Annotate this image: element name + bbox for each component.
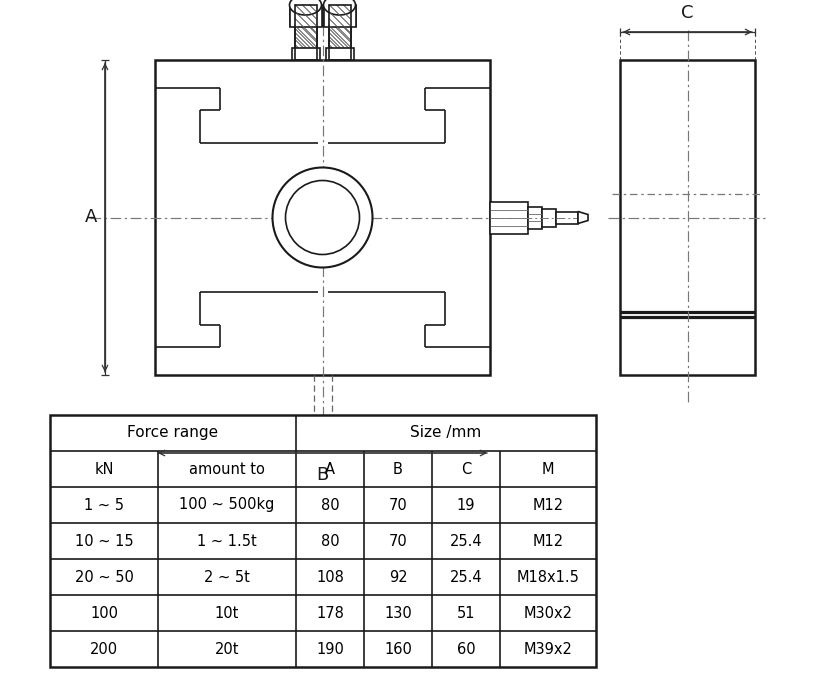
Text: 190: 190 [316, 641, 344, 657]
Bar [295, 5, 316, 60]
Circle shape [272, 167, 372, 267]
Text: M12: M12 [533, 533, 564, 549]
Bar [528, 207, 542, 229]
Text: B: B [316, 466, 329, 484]
Text: 80: 80 [321, 533, 339, 549]
Bar [50, 415, 596, 667]
Text: C: C [461, 462, 471, 477]
Bar [323, 5, 356, 28]
Bar [490, 202, 528, 234]
Text: Size /mm: Size /mm [410, 425, 482, 441]
Bar [290, 5, 321, 28]
Text: 20t: 20t [215, 641, 240, 657]
Text: B: B [393, 462, 403, 477]
Text: Force range: Force range [128, 425, 219, 441]
Text: 51: 51 [457, 605, 475, 620]
Text: 130: 130 [384, 605, 412, 620]
Circle shape [286, 180, 360, 254]
Text: 10t: 10t [215, 605, 239, 620]
Text: 108: 108 [316, 570, 344, 585]
Text: 2 ~ 5t: 2 ~ 5t [204, 570, 250, 585]
Text: M18x1.5: M18x1.5 [517, 570, 579, 585]
Text: 178: 178 [316, 605, 344, 620]
Text: M12: M12 [533, 497, 564, 512]
Bar [328, 5, 351, 60]
Text: 19: 19 [457, 497, 475, 512]
Text: 20 ~ 50: 20 ~ 50 [74, 570, 134, 585]
Bar [542, 209, 556, 227]
Bar [295, 5, 316, 60]
Polygon shape [578, 211, 588, 223]
Text: M39x2: M39x2 [524, 641, 573, 657]
Bar [291, 48, 320, 60]
Text: C: C [681, 4, 694, 22]
Text: 25.4: 25.4 [450, 570, 483, 585]
Text: M: M [542, 462, 554, 477]
Text: 92: 92 [388, 570, 407, 585]
Text: amount to: amount to [189, 462, 265, 477]
Text: A: A [85, 209, 97, 227]
Bar [328, 5, 351, 60]
Text: 80: 80 [321, 497, 339, 512]
Ellipse shape [323, 0, 356, 15]
Ellipse shape [290, 0, 321, 15]
Bar [620, 60, 755, 375]
Text: 70: 70 [388, 497, 407, 512]
Text: M30x2: M30x2 [524, 605, 573, 620]
Text: 25.4: 25.4 [450, 533, 483, 549]
Text: 100: 100 [90, 605, 118, 620]
Text: 100 ~ 500kg: 100 ~ 500kg [180, 497, 275, 512]
Bar [326, 48, 353, 60]
Text: 60: 60 [457, 641, 475, 657]
Text: A: A [325, 462, 335, 477]
Text: 70: 70 [388, 533, 407, 549]
Text: 1 ~ 5: 1 ~ 5 [84, 497, 124, 512]
Text: 160: 160 [384, 641, 412, 657]
Bar [556, 211, 578, 223]
Text: 200: 200 [90, 641, 118, 657]
Text: 1 ~ 1.5t: 1 ~ 1.5t [197, 533, 257, 549]
Text: 10 ~ 15: 10 ~ 15 [74, 533, 134, 549]
Bar [155, 60, 490, 375]
Text: kN: kN [94, 462, 114, 477]
